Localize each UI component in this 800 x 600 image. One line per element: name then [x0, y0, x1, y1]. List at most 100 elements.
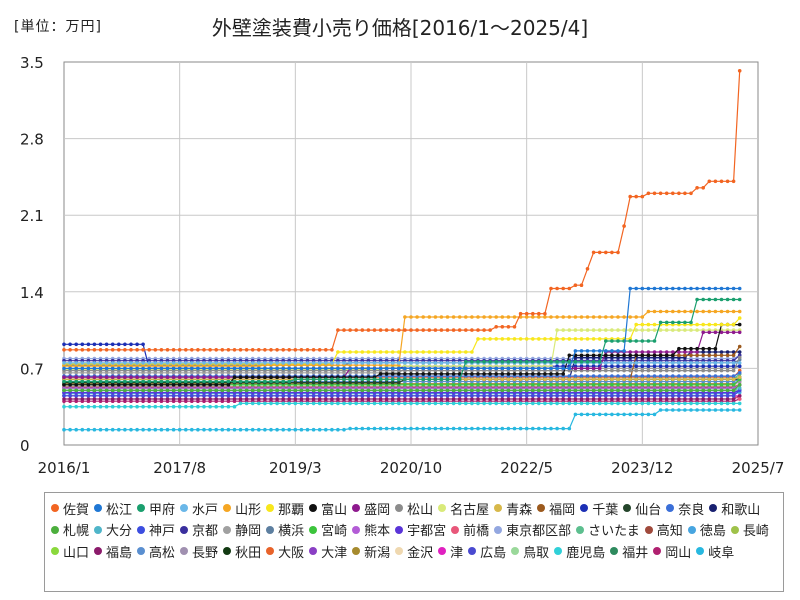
data-point [147, 361, 151, 365]
data-point [567, 337, 572, 341]
data-point [190, 427, 194, 432]
data-point [208, 427, 212, 432]
data-point [360, 401, 365, 406]
data-point [464, 394, 468, 398]
data-point [354, 380, 359, 385]
data-point [543, 401, 547, 406]
data-point [488, 383, 492, 387]
data-point [372, 380, 377, 385]
data-point [360, 394, 365, 398]
data-point [610, 368, 614, 373]
data-point [737, 401, 742, 406]
data-point [640, 315, 645, 319]
series-line [64, 357, 741, 372]
data-point [549, 397, 553, 401]
data-point [512, 401, 517, 406]
data-point [591, 377, 596, 382]
data-point [634, 364, 638, 369]
data-point [177, 383, 182, 387]
data-point [409, 315, 413, 319]
data-point [713, 309, 718, 314]
data-point [664, 328, 669, 332]
data-point [567, 328, 572, 332]
data-point [384, 350, 389, 354]
data-point [409, 394, 413, 398]
data-point [634, 328, 638, 332]
data-point [68, 404, 72, 409]
data-point [591, 328, 596, 332]
data-point [567, 397, 572, 401]
data-point [573, 401, 578, 406]
data-point [330, 397, 334, 401]
data-point [701, 394, 705, 398]
data-point [737, 355, 742, 360]
data-point [147, 397, 151, 401]
data-point [464, 401, 468, 406]
data-point [445, 383, 450, 387]
data-point [110, 394, 115, 398]
data-point [299, 397, 304, 401]
data-point [433, 426, 438, 431]
data-point [86, 394, 91, 398]
data-point [299, 361, 304, 365]
data-point [585, 388, 590, 393]
data-point [74, 375, 78, 380]
data-point [707, 309, 712, 314]
data-point [671, 401, 675, 406]
data-point [117, 361, 121, 365]
data-point [257, 394, 261, 398]
series-札幌 [62, 383, 742, 393]
data-point [628, 383, 632, 387]
data-point [129, 427, 133, 432]
data-point [263, 394, 267, 398]
data-point [202, 427, 206, 432]
data-point [707, 350, 712, 354]
data-point [683, 383, 687, 387]
data-point [616, 412, 620, 417]
data-point [384, 380, 389, 385]
data-point [537, 426, 541, 431]
data-point [464, 397, 468, 401]
data-point [677, 388, 681, 393]
data-point [104, 383, 109, 387]
data-point [123, 397, 127, 401]
data-point [567, 377, 572, 382]
data-point [683, 408, 687, 412]
data-point [579, 397, 584, 401]
data-point [591, 394, 596, 398]
data-point [427, 397, 432, 401]
data-point [129, 342, 133, 347]
data-point [628, 328, 632, 332]
data-point [573, 337, 578, 341]
data-point [92, 397, 97, 401]
data-point [531, 394, 535, 398]
data-point [342, 427, 346, 432]
data-point [719, 388, 724, 393]
data-point [652, 309, 657, 314]
data-point [141, 404, 145, 409]
data-point [171, 397, 176, 401]
data-point [226, 375, 231, 380]
data-point [165, 375, 170, 380]
data-point [737, 408, 742, 412]
data-point [68, 375, 72, 380]
data-point [427, 350, 432, 354]
data-point [719, 374, 724, 378]
data-point [713, 322, 718, 327]
data-point [597, 388, 602, 393]
data-point [664, 408, 669, 412]
data-point [652, 368, 657, 373]
data-point [348, 394, 352, 398]
data-point [104, 427, 109, 432]
data-point [439, 394, 444, 398]
data-point [658, 350, 663, 354]
data-point [196, 361, 200, 365]
data-point [457, 372, 462, 376]
data-point [324, 397, 328, 401]
data-point [403, 388, 407, 393]
data-point [737, 316, 742, 320]
data-point [543, 377, 547, 382]
data-point [366, 394, 371, 398]
data-point [561, 315, 565, 319]
data-point [689, 309, 693, 314]
